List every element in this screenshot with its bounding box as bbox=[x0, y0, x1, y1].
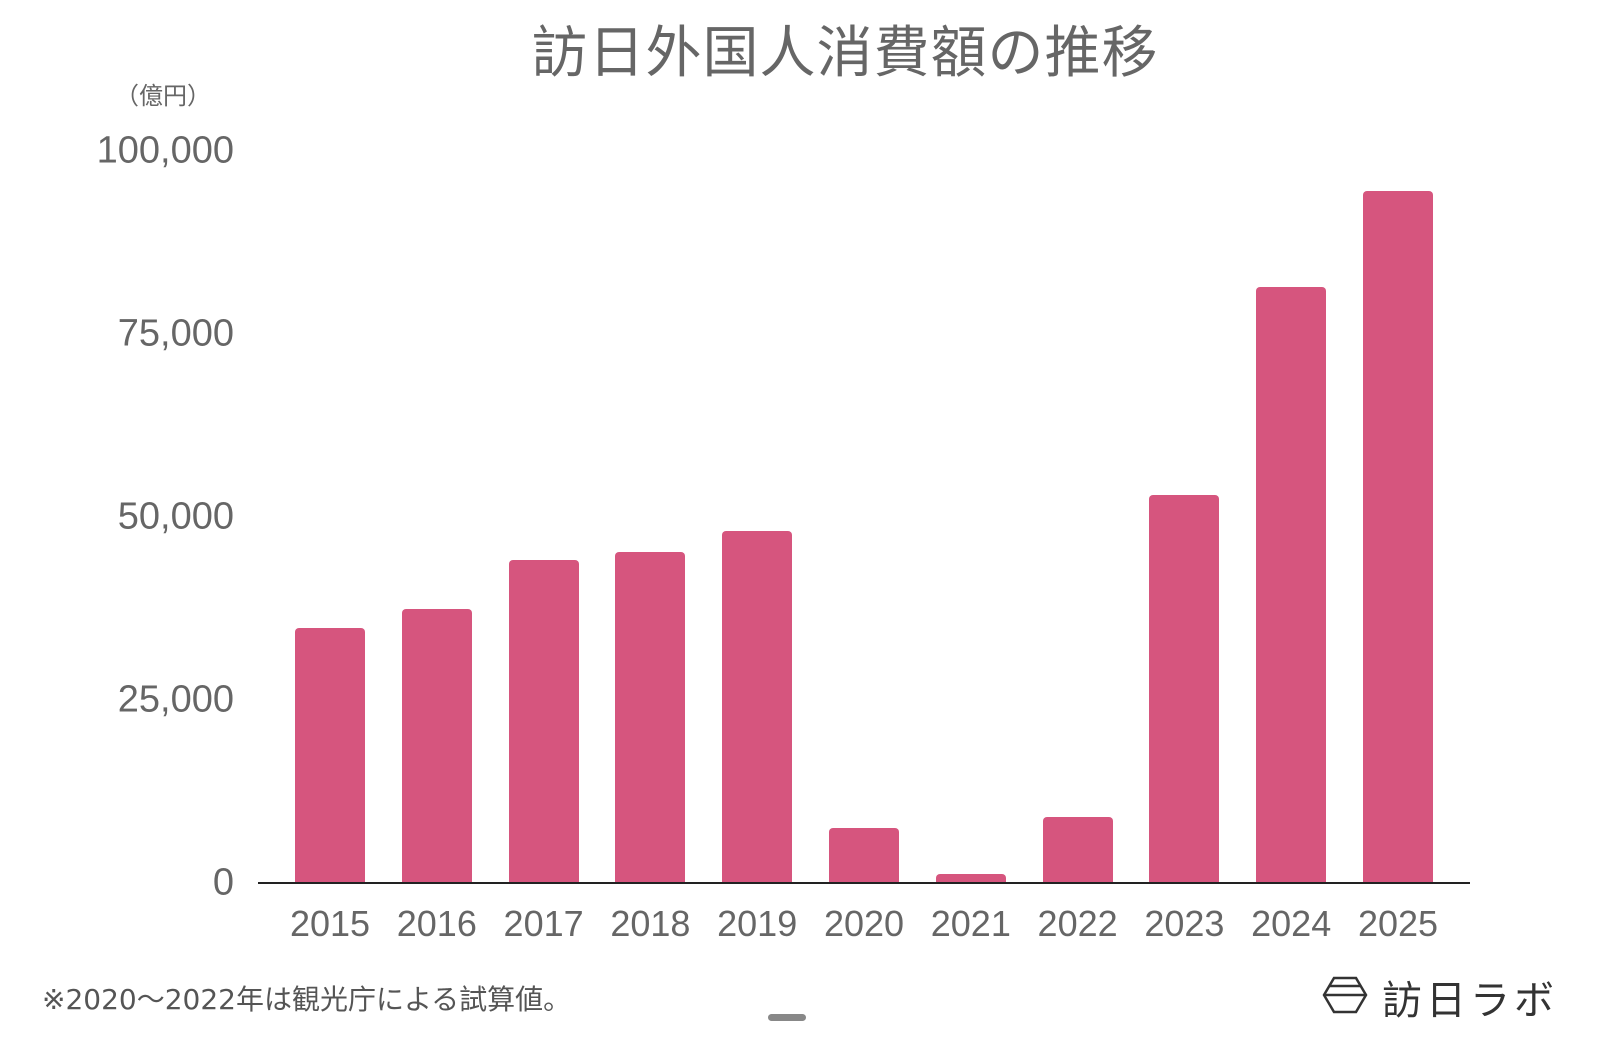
brand-name: 訪日ラボ bbox=[1382, 978, 1558, 1024]
x-tick-label: 2023 bbox=[1144, 903, 1225, 944]
chart-title: 訪日外国人消費額の推移 bbox=[531, 21, 1159, 86]
bar-2019[interactable] bbox=[722, 530, 793, 883]
x-tick-label: 2019 bbox=[717, 903, 798, 944]
bar-2020[interactable] bbox=[829, 828, 899, 883]
bar-2016[interactable] bbox=[401, 608, 472, 883]
bar-2025[interactable] bbox=[1363, 190, 1433, 883]
x-tick-label: 2025 bbox=[1357, 903, 1439, 944]
bar-2018[interactable] bbox=[615, 552, 686, 883]
x-tick-label: 2017 bbox=[503, 903, 584, 944]
y-tick-label: 75,000 bbox=[117, 312, 234, 355]
bar-2024[interactable] bbox=[1256, 287, 1327, 883]
y-tick-label: 0 bbox=[212, 861, 234, 904]
hexagon-logo-icon bbox=[1322, 975, 1368, 1019]
x-tick-label: 2018 bbox=[610, 903, 691, 944]
bar-2021[interactable] bbox=[935, 874, 1006, 883]
bar-2017[interactable] bbox=[508, 559, 579, 883]
x-tick-label: 2020 bbox=[823, 903, 905, 944]
x-tick-label: 2022 bbox=[1037, 903, 1118, 944]
y-tick-label: 25,000 bbox=[117, 678, 234, 721]
x-axis-line bbox=[258, 882, 1470, 884]
bar-2022[interactable] bbox=[1042, 817, 1113, 883]
x-tick-label: 2021 bbox=[930, 903, 1011, 944]
scroll-handle[interactable] bbox=[768, 1014, 806, 1021]
y-tick-label: 100,000 bbox=[96, 129, 234, 172]
y-tick-label: 50,000 bbox=[117, 495, 234, 538]
x-tick-label: 2015 bbox=[289, 903, 371, 944]
bar-2023[interactable] bbox=[1149, 494, 1220, 883]
y-axis-unit-label: （億円） bbox=[115, 82, 211, 110]
x-tick-label: 2024 bbox=[1251, 903, 1332, 944]
bar-2015[interactable] bbox=[295, 628, 365, 883]
brand-logo: 訪日ラボ bbox=[1322, 968, 1558, 1026]
x-tick-label: 2016 bbox=[396, 903, 477, 944]
footnote: ※2020〜2022年は観光庁による試算値。 bbox=[42, 983, 572, 1016]
